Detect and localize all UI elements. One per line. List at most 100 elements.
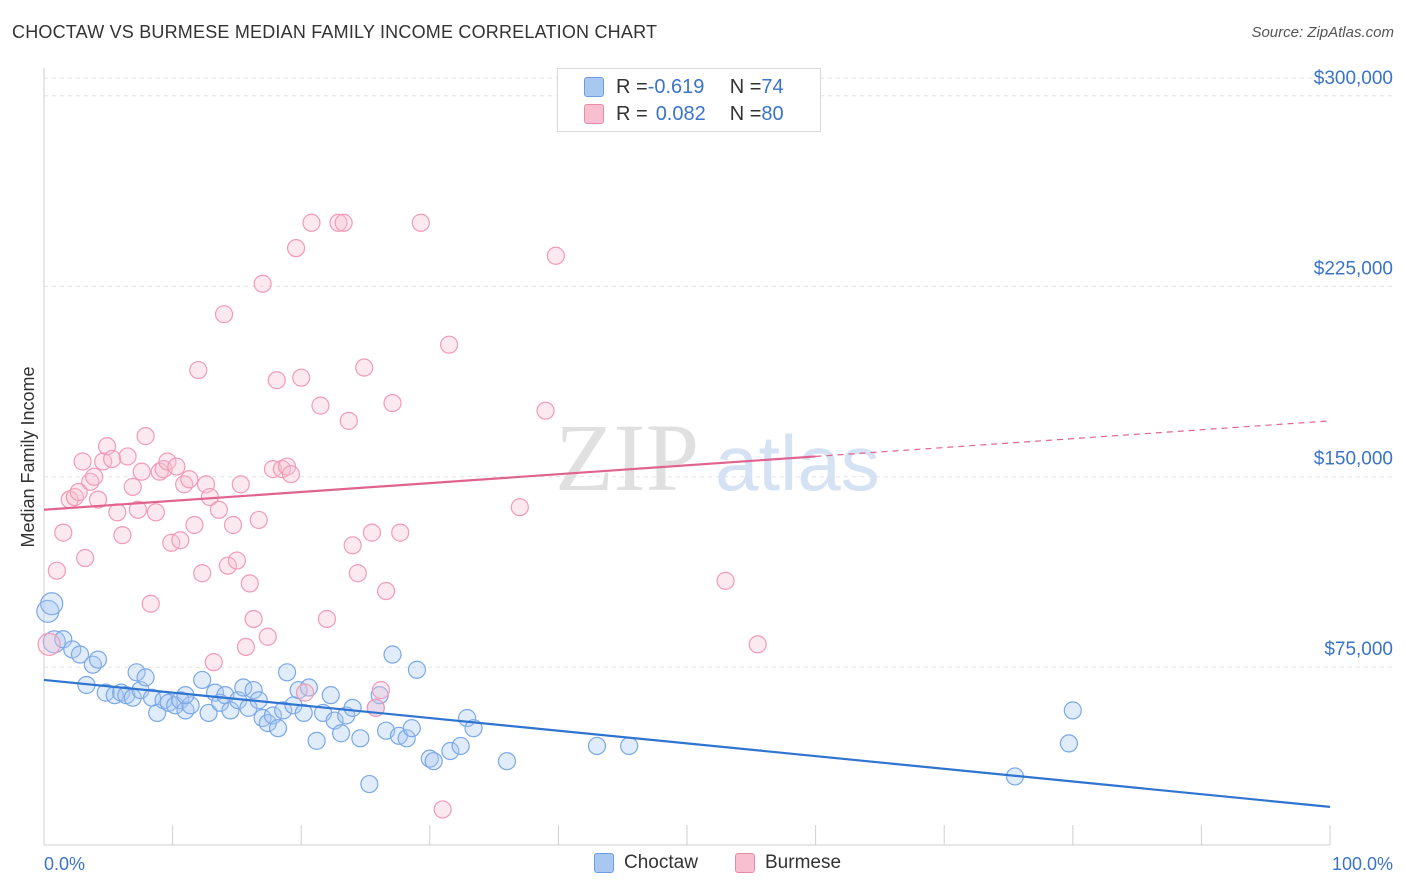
legend-swatch-burmese: [584, 104, 604, 124]
data-point-burmese: [85, 467, 104, 486]
scatter-points: [36, 213, 1082, 819]
data-point-choctaw: [497, 752, 517, 771]
data-point-burmese: [433, 800, 452, 819]
data-point-choctaw: [88, 650, 108, 669]
data-point-burmese: [311, 396, 330, 415]
data-point-choctaw: [83, 655, 102, 674]
data-point-burmese: [362, 523, 382, 542]
data-point-burmese: [103, 449, 122, 469]
data-point-choctaw: [294, 703, 313, 723]
data-point-burmese: [240, 574, 259, 593]
chart-title: CHOCTAW VS BURMESE MEDIAN FAMILY INCOME …: [12, 22, 658, 42]
data-point-choctaw: [587, 736, 607, 756]
data-point-burmese: [249, 510, 268, 530]
data-point-burmese: [391, 523, 410, 542]
data-point-burmese: [244, 609, 263, 629]
data-point-burmese: [223, 515, 243, 535]
data-point-burmese: [88, 490, 108, 509]
tick-labels: $75,000 $150,000 $225,000 $300,000 0.0% 100.0…: [44, 68, 1393, 874]
data-point-burmese: [439, 335, 459, 354]
data-point-burmese: [343, 536, 362, 555]
data-point-burmese: [167, 457, 186, 476]
data-point-burmese: [272, 460, 292, 479]
data-point-choctaw: [176, 701, 195, 720]
legend-n-label: N =: [729, 75, 762, 98]
data-point-choctaw: [221, 701, 240, 720]
data-point-choctaw: [620, 736, 639, 756]
legend-label-choctaw: Choctaw: [624, 852, 698, 873]
data-point-burmese: [302, 213, 321, 232]
data-point-choctaw: [441, 741, 460, 761]
data-point-burmese: [286, 239, 306, 258]
data-point-burmese: [292, 368, 311, 387]
y-tick-label: $150,000: [1314, 449, 1393, 470]
data-point-burmese: [76, 548, 95, 568]
data-point-burmese: [136, 427, 155, 446]
data-point-choctaw: [181, 696, 200, 715]
data-point-burmese: [146, 503, 165, 522]
data-point-burmese: [258, 627, 277, 646]
data-point-burmese: [128, 500, 147, 519]
legend-swatch-burmese: [735, 853, 755, 873]
data-point-burmese: [748, 635, 767, 654]
data-point-burmese: [355, 358, 374, 377]
data-point-burmese: [317, 609, 337, 629]
data-point-burmese: [118, 447, 137, 466]
data-point-burmese: [295, 683, 315, 702]
y-axis-label: Median Family Income: [18, 366, 38, 547]
data-point-burmese: [47, 561, 66, 580]
legend-r-value: -0.619: [647, 75, 705, 98]
data-point-burmese: [204, 653, 223, 672]
trend-line-burmese: [43, 455, 816, 511]
data-point-choctaw: [127, 663, 146, 682]
data-point-choctaw: [331, 724, 351, 743]
data-point-burmese: [253, 274, 272, 293]
data-point-choctaw: [307, 731, 326, 750]
watermark-zip: ZIP: [555, 404, 699, 511]
data-point-burmese: [185, 515, 204, 535]
data-point-burmese: [113, 526, 132, 545]
legend-n-label: N =: [729, 102, 762, 125]
data-point-choctaw: [360, 774, 379, 794]
bottom-legend-burmese[interactable]: Burmese: [735, 852, 841, 874]
data-point-choctaw: [171, 691, 190, 710]
data-point-burmese: [158, 452, 177, 471]
y-tick-label: $75,000: [1324, 639, 1393, 660]
legend-r-value: 0.082: [655, 102, 706, 125]
data-point-choctaw: [321, 686, 340, 705]
data-point-burmese: [536, 401, 555, 420]
legend-swatch-choctaw: [584, 77, 604, 97]
legend-r-label: R =: [616, 102, 648, 125]
data-point-burmese: [180, 470, 199, 489]
bottom-legend-choctaw[interactable]: Choctaw: [594, 852, 698, 874]
data-point-burmese: [371, 680, 391, 700]
legend-row-choctaw: R = -0.619 N = 74: [584, 75, 784, 99]
data-point-choctaw: [402, 719, 421, 738]
data-point-burmese: [193, 564, 212, 583]
trend-line-choctaw: [43, 678, 1331, 808]
data-point-choctaw: [199, 703, 218, 723]
data-point-choctaw: [244, 680, 263, 700]
data-point-burmese: [510, 498, 529, 517]
data-point-choctaw: [451, 736, 470, 756]
data-point-choctaw: [424, 752, 443, 771]
data-point-burmese: [189, 360, 208, 380]
data-point-burmese: [175, 475, 194, 494]
data-point-burmese: [236, 637, 256, 657]
x-tick-label-min: 0.0%: [44, 854, 85, 874]
data-point-burmese: [411, 213, 430, 232]
data-point-choctaw: [383, 645, 402, 664]
legend-r-label: R =: [616, 75, 648, 98]
data-point-burmese: [329, 213, 348, 232]
data-point-burmese: [214, 305, 234, 324]
data-point-burmese: [546, 246, 565, 265]
data-point-burmese: [123, 477, 142, 496]
data-point-burmese: [383, 393, 402, 413]
data-point-burmese: [73, 452, 92, 471]
legend-n-value: 80: [761, 102, 784, 125]
axes: [43, 68, 1331, 846]
y-tick-label: $300,000: [1314, 68, 1393, 89]
data-point-burmese: [69, 482, 88, 502]
data-point-choctaw: [464, 719, 483, 738]
